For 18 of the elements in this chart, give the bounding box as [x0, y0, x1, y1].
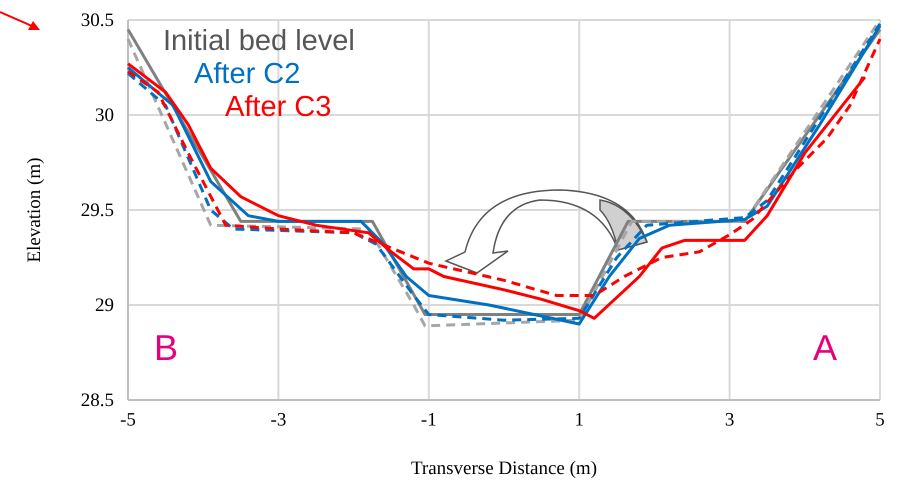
- annotation: A: [812, 327, 838, 368]
- y-tick-label: 29: [95, 295, 114, 316]
- x-tick-label: 1: [574, 409, 584, 430]
- x-tick-label: -5: [120, 409, 136, 430]
- y-tick-label: 28.5: [80, 390, 114, 412]
- series-label: After C2: [194, 58, 300, 90]
- annotation: B: [154, 327, 178, 368]
- x-tick-label: -1: [420, 409, 437, 430]
- x-axis-title: Transverse Distance (m): [410, 458, 598, 479]
- y-tick-label: 29.5: [80, 200, 114, 222]
- series-label: After C3: [225, 91, 332, 123]
- series-label: Initial bed level: [163, 25, 355, 57]
- y-tick-label: 30.5: [80, 10, 114, 32]
- y-tick-label: 30: [95, 105, 114, 126]
- y-axis-title: Elevation (m): [24, 158, 45, 262]
- x-tick-label: 5: [875, 409, 885, 430]
- x-tick-label: 3: [724, 409, 734, 430]
- x-tick-label: -3: [270, 409, 286, 430]
